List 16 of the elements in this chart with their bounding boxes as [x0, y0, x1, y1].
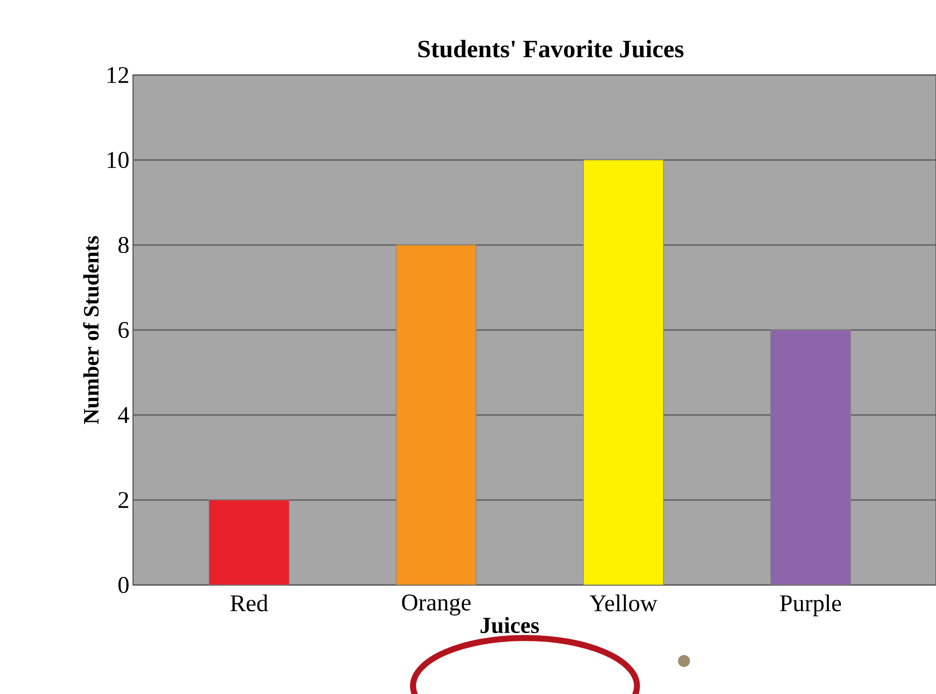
y-axis-title: Number of Students: [83, 236, 99, 424]
y-tick-label: 10: [108, 152, 129, 168]
y-tick-label: 2: [118, 492, 128, 508]
x-tick-label: Orange: [402, 594, 471, 616]
x-tick-label: Red: [230, 594, 268, 612]
x-axis-title: Juices: [480, 617, 539, 634]
y-tick-label: 6: [118, 322, 129, 338]
chart-title: Students' Favorite Juices: [418, 40, 684, 58]
y-tick-label: 4: [118, 407, 130, 423]
y-tick-label: 8: [118, 236, 129, 254]
x-tick-label: Yellow: [590, 594, 658, 612]
bar: [583, 160, 664, 585]
bar: [770, 330, 851, 585]
y-tick-label: 0: [118, 576, 129, 594]
x-tick-label: Purple: [780, 594, 841, 616]
y-tick-label: 12: [108, 67, 128, 83]
